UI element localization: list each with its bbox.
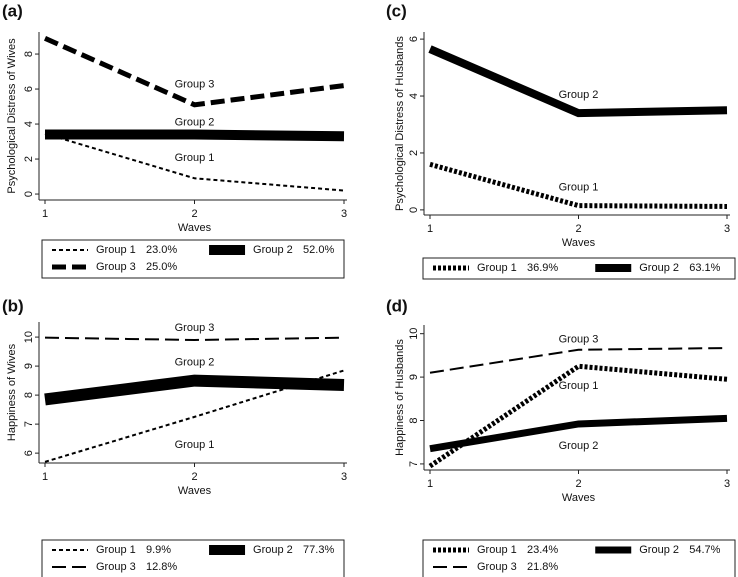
y-tick-label: 4 [23,121,35,127]
y-tick-label: 2 [23,156,35,162]
series-line [43,36,345,108]
series-line [44,132,345,192]
legend-label: Group 3 [96,561,136,573]
y-tick-label: 6 [23,86,35,92]
line-annotation: Group 2 [175,116,215,128]
x-tick-label: 1 [427,478,433,490]
line-annotation: Group 1 [559,182,599,194]
x-tick-label: 3 [724,223,730,235]
y-tick-label: 2 [408,150,420,156]
line-annotation: Group 3 [175,322,215,334]
line-annotation: Group 2 [559,89,599,101]
y-tick-label: 9 [23,363,35,369]
y-tick-label: 0 [408,207,420,213]
panel-label: (d) [386,296,408,315]
y-tick-label: 7 [408,461,420,467]
y-axis-label: Happiness of Husbands [394,339,406,456]
x-axis-label: Waves [178,485,212,497]
line-annotation: Group 1 [559,380,599,392]
x-axis-label: Waves [562,237,596,249]
legend-box [422,257,736,280]
y-tick-label: 9 [408,374,420,380]
legend-share: 21.8% [527,561,558,573]
y-tick-label: 8 [23,51,35,57]
y-tick-label: 8 [408,417,420,423]
series-line [45,129,345,142]
legend-share: 36.9% [527,262,558,274]
x-tick-label: 1 [42,208,48,220]
series-line [428,45,728,118]
line-annotation: Group 1 [175,152,215,164]
line-annotation: Group 3 [175,79,215,91]
y-tick-label: 6 [408,36,420,42]
panel-label: (c) [386,1,407,20]
legend-label: Group 3 [96,261,136,273]
y-tick-label: 0 [23,191,35,197]
series-line [429,414,728,453]
legend-share: 23.4% [527,544,558,556]
legend-share: 63.1% [689,262,720,274]
x-tick-label: 2 [191,471,197,483]
y-tick-label: 6 [23,450,35,456]
y-axis-label: Psychological Distress of Husbands [394,36,406,211]
x-tick-label: 2 [191,208,197,220]
legend-share: 9.9% [146,544,171,556]
legend-box [422,539,736,577]
x-tick-label: 2 [575,478,581,490]
legend-label: Group 2 [253,244,293,256]
x-tick-label: 1 [42,471,48,483]
y-tick-label: 10 [23,331,35,343]
series-line [429,347,728,374]
panel-label: (b) [2,296,24,315]
legend-box [41,539,345,577]
y-tick-label: 8 [23,392,35,398]
x-tick-label: 3 [341,471,347,483]
legend-label: Group 1 [96,244,136,256]
y-tick-label: 4 [408,93,420,99]
legend-label: Group 1 [96,544,136,556]
series-line [429,161,728,209]
y-axis-label: Happiness of Wives [6,343,18,441]
legend-box [41,239,345,279]
series-line [44,374,345,406]
panel-label: (a) [2,1,23,20]
legend-share: 54.7% [689,544,720,556]
legend-share: 52.0% [303,244,334,256]
series-line [44,336,345,341]
line-annotation: Group 3 [559,334,599,346]
y-axis-label: Psychological Distress of Wives [6,38,18,194]
legend-share: 77.3% [303,544,334,556]
x-tick-label: 3 [724,478,730,490]
legend-share: 25.0% [146,261,177,273]
legend-label: Group 2 [253,544,293,556]
legend-label: Group 1 [477,262,517,274]
legend-label: Group 1 [477,544,517,556]
y-tick-label: 10 [408,328,420,340]
x-tick-label: 3 [341,208,347,220]
legend-share: 12.8% [146,561,177,573]
x-axis-label: Waves [178,222,212,234]
legend-label: Group 3 [477,561,517,573]
x-tick-label: 2 [575,223,581,235]
x-axis-label: Waves [562,492,596,504]
y-tick-label: 7 [23,421,35,427]
legend-label: Group 2 [639,262,679,274]
x-tick-label: 1 [427,223,433,235]
legend-label: Group 2 [639,544,679,556]
legend-share: 23.0% [146,244,177,256]
line-annotation: Group 1 [175,439,215,451]
line-annotation: Group 2 [559,440,599,452]
line-annotation: Group 2 [175,357,215,369]
